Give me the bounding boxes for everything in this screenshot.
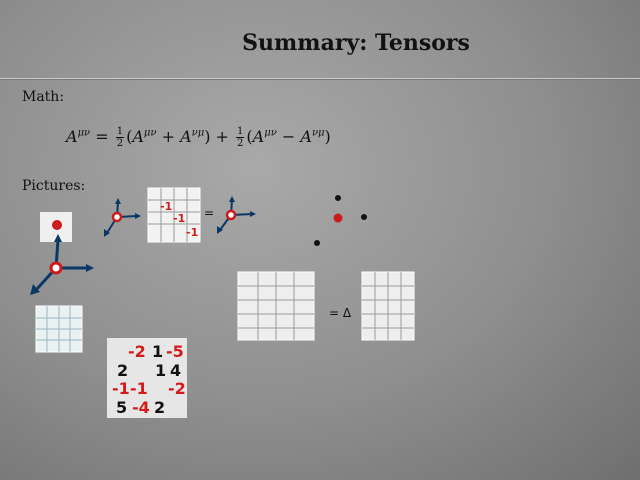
small-matrix-cell: -1	[173, 212, 186, 225]
matrix-cell: 1	[152, 342, 164, 361]
matrix-cell: -4	[132, 398, 150, 417]
tensor-node-diagram-large	[30, 212, 94, 295]
equals-sign: =	[204, 206, 215, 220]
tensor-node-diagram-small-2	[217, 196, 256, 234]
matrix-cell: -1	[112, 379, 130, 398]
matrix-cell: -2	[168, 379, 186, 398]
tensor-node-diagram-small-1	[104, 198, 141, 237]
formula-lhs-index: μν	[77, 127, 91, 139]
matrix-cell: -2	[128, 342, 146, 361]
small-matrix-cell: -1	[186, 226, 199, 239]
formula-lhs: A	[66, 127, 78, 146]
matrix-cell: 4	[170, 361, 182, 380]
matrix-cell: 2	[117, 361, 129, 380]
table-sketch-left	[237, 271, 315, 341]
pictures-label: Pictures:	[22, 178, 86, 194]
scattered-points	[314, 195, 367, 246]
title-divider	[0, 78, 640, 79]
grid-sketch	[35, 305, 83, 353]
matrix-card	[107, 338, 187, 418]
table-sketch-right	[361, 271, 415, 341]
slide-title: Summary: Tensors	[242, 30, 470, 56]
delta-operator: = Δ	[329, 306, 352, 320]
matrix-cell: 5	[116, 398, 128, 417]
math-label: Math:	[22, 89, 65, 105]
matrix-cell: -5	[166, 342, 184, 361]
small-matrix-sketch	[147, 187, 201, 243]
symmetric-decomposition-formula: Aμν = 1 2 (Aμν + Aνμ) + 1 2 (Aμν − Aνμ)	[66, 126, 331, 149]
matrix-cell: 1	[155, 361, 167, 380]
matrix-cell: -1	[130, 379, 148, 398]
small-matrix-cell: -1	[160, 200, 173, 213]
matrix-cell: 2	[154, 398, 166, 417]
